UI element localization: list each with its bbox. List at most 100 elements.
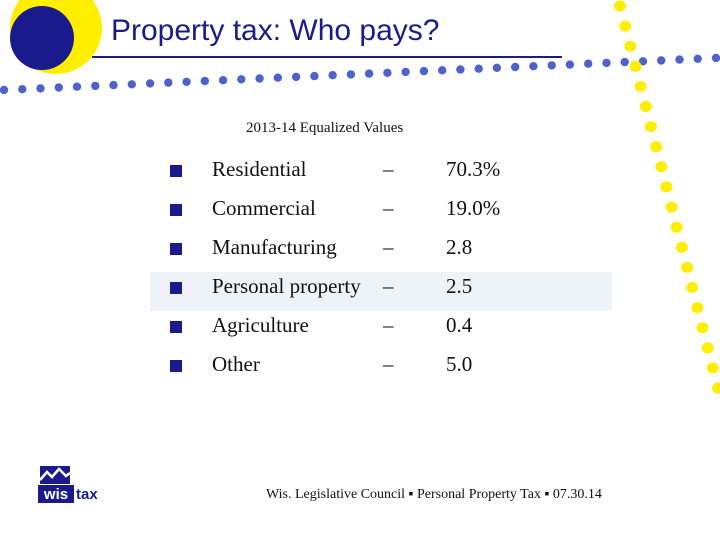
bullet-icon	[170, 204, 182, 216]
bullet-icon	[170, 243, 182, 255]
blue-dot	[164, 78, 173, 87]
bullet-icon	[170, 282, 182, 294]
blue-circle-decoration	[10, 6, 74, 70]
blue-dot	[91, 81, 100, 91]
highlighted-row-background	[150, 272, 612, 311]
yellow-dot	[712, 382, 720, 394]
bullet-icon	[170, 165, 182, 177]
blue-dot	[529, 61, 538, 71]
item-value: 0.4	[446, 313, 473, 337]
item-label: Commercial	[212, 196, 316, 220]
table-subtitle: 2013-14 Equalized Values	[246, 120, 404, 136]
list-item: Commercial – 19.0%	[0, 194, 720, 233]
blue-dot	[364, 69, 374, 78]
blue-dot	[492, 63, 502, 72]
blue-dot	[255, 74, 264, 83]
blue-dot	[310, 71, 319, 81]
blue-dot	[0, 85, 9, 95]
item-label: Personal property	[212, 274, 361, 298]
yellow-dotted-line	[614, 0, 720, 394]
list-item: Residential – 70.3%	[0, 155, 720, 194]
item-dash: –	[383, 274, 394, 298]
logo-text-right: tax	[76, 486, 98, 503]
blue-dot	[584, 59, 593, 68]
blue-dot	[383, 68, 392, 78]
item-dash: –	[383, 157, 394, 181]
blue-dot	[474, 64, 483, 73]
item-label: Agriculture	[212, 313, 309, 337]
list-item: Personal property – 2.5	[0, 272, 720, 311]
yellow-dot	[706, 362, 719, 374]
yellow-dot	[670, 221, 683, 233]
blue-dot	[54, 83, 63, 92]
bullet-icon	[170, 360, 182, 372]
blue-dot	[291, 72, 301, 82]
yellow-dot	[660, 181, 673, 193]
blue-dot	[18, 85, 27, 94]
blue-dot	[127, 80, 136, 89]
item-dash: –	[383, 196, 394, 220]
item-dash: –	[383, 313, 394, 337]
blue-dot	[547, 61, 556, 70]
yellow-dot	[624, 40, 637, 52]
blue-dot	[182, 77, 191, 87]
blue-dot	[565, 60, 575, 69]
yellow-dot	[696, 322, 709, 334]
list-item: Manufacturing – 2.8	[0, 233, 720, 272]
blue-dot	[273, 73, 282, 82]
yellow-dot	[655, 161, 668, 173]
yellow-dot	[614, 0, 626, 12]
yellow-dot	[634, 80, 647, 92]
yellow-dot	[644, 121, 657, 133]
blue-dot	[620, 57, 629, 67]
yellow-dot	[701, 342, 714, 354]
page-title: Property tax: Who pays?	[111, 14, 440, 47]
blue-dot	[602, 58, 611, 68]
blue-dot	[638, 57, 648, 66]
item-label: Other	[212, 352, 260, 376]
blue-dot	[711, 53, 720, 63]
blue-dot	[438, 66, 447, 75]
item-label: Residential	[212, 157, 307, 181]
yellow-dot	[639, 101, 652, 112]
yellow-dot	[686, 282, 699, 293]
blue-dot	[145, 79, 155, 88]
item-value: 5.0	[446, 352, 473, 376]
blue-dot	[511, 62, 520, 72]
blue-dot	[346, 70, 356, 79]
blue-dot	[237, 75, 246, 84]
blue-dot	[419, 66, 429, 76]
item-value: 2.5	[446, 274, 473, 298]
blue-dot	[657, 56, 666, 65]
yellow-dot	[675, 241, 688, 253]
logo-text-left: wis	[43, 486, 68, 503]
yellow-dot	[681, 261, 694, 273]
item-value: 70.3%	[446, 157, 501, 181]
blue-dot	[328, 71, 337, 80]
yellow-dot	[629, 60, 642, 72]
blue-dot	[109, 80, 118, 90]
yellow-dot	[665, 201, 678, 213]
blue-dot	[401, 67, 410, 77]
item-dash: –	[383, 235, 394, 259]
list-item: Other – 5.0	[0, 350, 720, 389]
bullet-icon	[170, 321, 182, 333]
title-divider-line	[92, 56, 562, 58]
item-value: 19.0%	[446, 196, 501, 220]
blue-dot	[200, 76, 209, 86]
yellow-dot	[691, 302, 704, 314]
blue-dot	[675, 55, 684, 64]
yellow-dot	[619, 20, 632, 32]
blue-dot	[218, 76, 228, 85]
item-label: Manufacturing	[212, 235, 337, 259]
footer-text: Wis. Legislative Council ▪ Personal Prop…	[266, 487, 602, 502]
item-dash: –	[383, 352, 394, 376]
blue-dot	[36, 84, 45, 93]
blue-dotted-line	[0, 53, 720, 95]
list-item: Agriculture – 0.4	[0, 311, 720, 350]
wistax-logo: wis tax	[38, 466, 98, 503]
item-value: 2.8	[446, 235, 473, 259]
blue-dot	[72, 82, 82, 91]
blue-dot	[456, 65, 465, 74]
